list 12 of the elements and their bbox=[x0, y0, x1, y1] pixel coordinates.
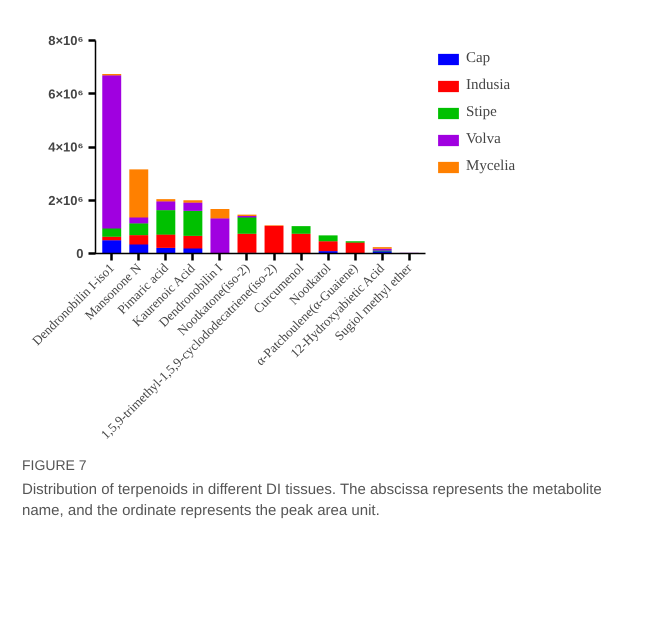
legend-label: Mycelia bbox=[466, 158, 516, 175]
legend-label: Stipe bbox=[466, 104, 497, 121]
y-tick-label: 8×10⁶ bbox=[48, 33, 84, 48]
y-tick-label: 0 bbox=[76, 246, 84, 261]
y-tick-label: 2×10⁶ bbox=[48, 192, 84, 208]
legend-label: Cap bbox=[466, 50, 490, 67]
text: Distribution of terpenoids in different DI tissues. The abscissa represents the metabolite name, and the ordinate represents the peak area unit. bbox=[22, 480, 602, 521]
y-tick-label: 6×10⁶ bbox=[48, 86, 84, 102]
y-tick-label: 4×10⁶ bbox=[48, 140, 84, 154]
caption: FIGURE 7 bbox=[22, 456, 88, 475]
legend-label: Volva bbox=[466, 131, 501, 148]
legend-label: Indusia bbox=[466, 77, 510, 94]
